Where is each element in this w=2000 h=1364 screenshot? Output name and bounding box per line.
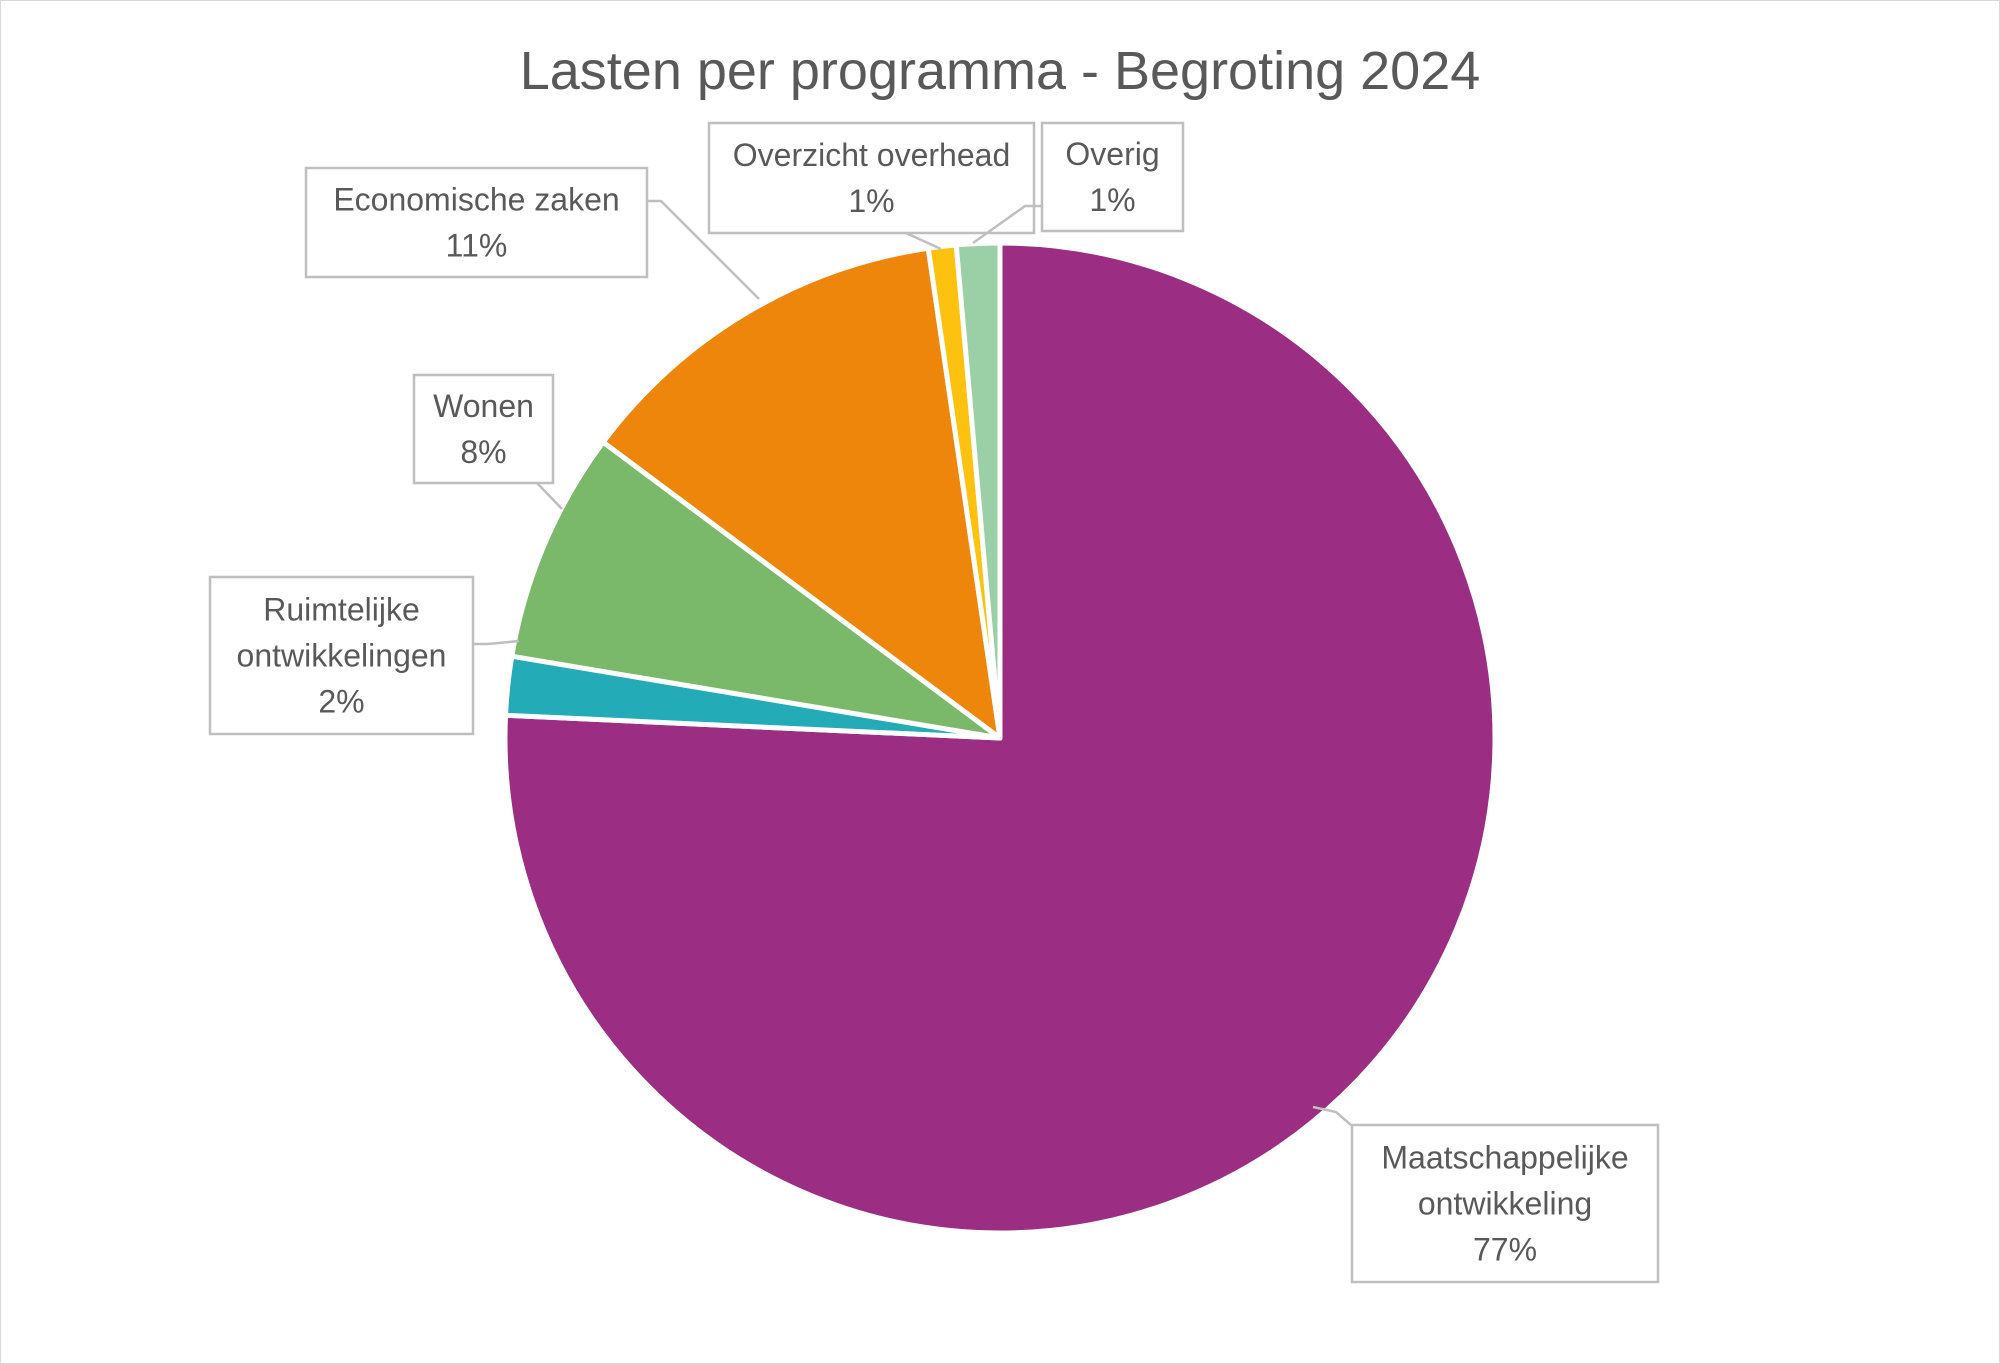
leader-line xyxy=(647,199,760,300)
slice-name: Overig xyxy=(1065,136,1159,172)
data-label-economische-zaken: Economische zaken 11% xyxy=(304,166,760,300)
slice-name: ontwikkelingen xyxy=(237,638,447,674)
data-label-overig: Overig 1% xyxy=(972,121,1185,245)
slice-percent: 1% xyxy=(848,183,894,219)
label-box xyxy=(1040,121,1185,233)
slice-name: ontwikkeling xyxy=(1418,1186,1592,1222)
data-label-maatschappelijke-ontwikkeling: Maatschappelijke ontwikkeling 77% xyxy=(1312,1105,1660,1284)
slice-name: Overzicht overhead xyxy=(733,137,1010,173)
label-box xyxy=(304,166,649,279)
pie-slice-maatschappelijke-ontwikkeling xyxy=(502,240,1498,1236)
data-label-overzicht-overhead: Overzicht overhead 1% xyxy=(707,121,1036,251)
slices-layer xyxy=(502,240,1498,1236)
pie-slice-overig xyxy=(953,240,1003,741)
slice-name: Wonen xyxy=(433,388,534,424)
data-label-ruimtelijke-ontwikkelingen: Ruimtelijke ontwikkelingen 2% xyxy=(208,575,520,736)
label-box xyxy=(707,121,1036,235)
slice-percent: 77% xyxy=(1473,1232,1537,1268)
label-box xyxy=(1350,1123,1660,1284)
slice-name: Economische zaken xyxy=(333,182,619,218)
label-box xyxy=(412,373,555,485)
leader-line xyxy=(1312,1105,1352,1126)
slice-percent: 8% xyxy=(460,434,506,470)
slice-percent: 1% xyxy=(1089,182,1135,218)
label-box xyxy=(208,575,475,736)
labels-layer: Maatschappelijke ontwikkeling 77% Ruimtelij… xyxy=(208,121,1660,1284)
slice-name: Ruimtelijke xyxy=(263,592,419,628)
pie-slice-economische-zaken xyxy=(600,245,1003,741)
leader-line xyxy=(972,204,1042,245)
slice-percent: 2% xyxy=(318,684,364,720)
data-label-wonen: Wonen 8% xyxy=(412,373,563,510)
leader-line xyxy=(905,231,942,251)
leader-line xyxy=(536,482,563,510)
slice-name: Maatschappelijke xyxy=(1381,1140,1628,1176)
chart-title: Lasten per programma - Begroting 2024 xyxy=(520,41,1481,101)
slice-percent: 11% xyxy=(446,228,508,264)
leader-line xyxy=(473,639,520,646)
